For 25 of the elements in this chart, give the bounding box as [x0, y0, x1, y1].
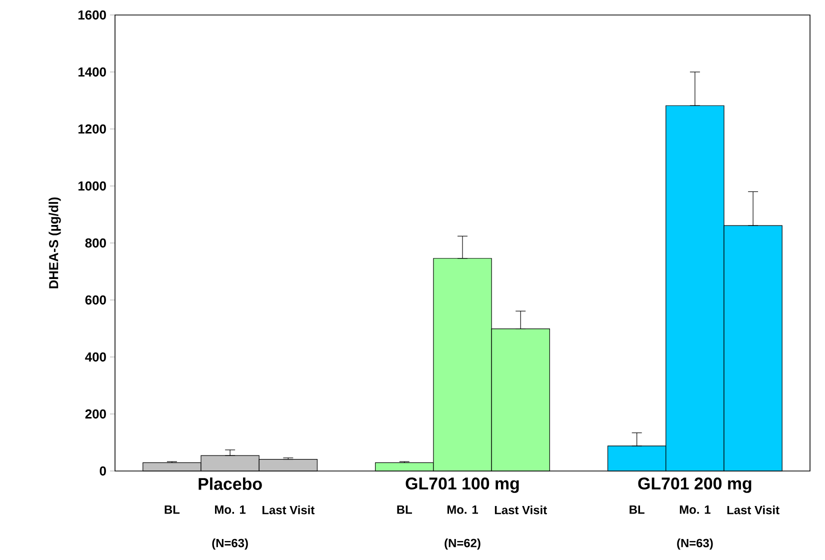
- x-tick-label: Last Visit: [727, 506, 780, 514]
- y-tick-label: 1600: [78, 10, 106, 20]
- x-tick-label: Last Visit: [494, 506, 547, 514]
- text: GL701 100 mg: [406, 478, 519, 493]
- x-tick-label: Mo. 1: [447, 506, 478, 514]
- x-tick-label: BL: [630, 506, 644, 514]
- text: (N=63): [212, 538, 248, 550]
- x-tick-label: Last Visit: [262, 506, 314, 514]
- y-tick-label: 1200: [78, 124, 106, 134]
- y-tick-label: 600: [85, 295, 106, 305]
- y-tick-label: 1000: [78, 181, 106, 191]
- text: (N=63): [677, 538, 713, 550]
- y-tick-label: 200: [85, 409, 106, 419]
- text: (N=62): [444, 538, 480, 550]
- y-tick-label: 0: [100, 466, 106, 476]
- x-tick-label: BL: [164, 506, 180, 514]
- y-tick-label: 1400: [78, 67, 106, 77]
- text: Placebo: [198, 478, 262, 490]
- x-tick-label: Mo. 1: [215, 506, 246, 514]
- y-tick-label: 800: [85, 238, 106, 248]
- x-tick-label: Mo. 1: [680, 506, 710, 514]
- text: GL701 200 mg: [638, 478, 752, 493]
- y-axis-title: DHEA-S (µg/dl): [48, 197, 61, 288]
- x-tick-label: BL: [397, 506, 412, 514]
- y-tick-label: 400: [85, 352, 106, 362]
